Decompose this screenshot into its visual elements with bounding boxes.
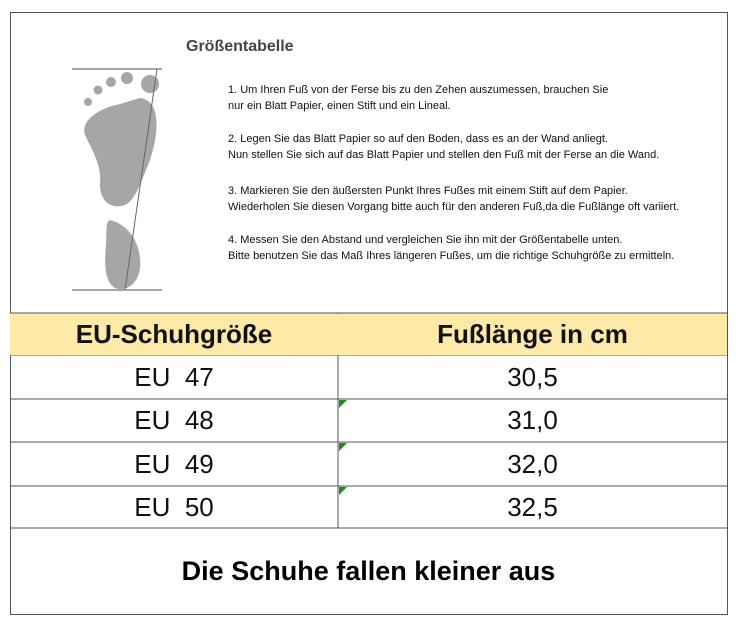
instruction-line: nur ein Blatt Papier, einen Stift und ei… bbox=[228, 100, 451, 112]
instruction-line: 1. Um Ihren Fuß von der Ferse bis zu den… bbox=[228, 84, 609, 96]
table-cell: EU 48 bbox=[134, 405, 214, 435]
instruction-line: Nun stellen Sie sich auf das Blatt Papie… bbox=[228, 149, 660, 161]
table-cell: EU 47 bbox=[134, 361, 214, 392]
table-cell: 31,0 bbox=[507, 405, 558, 435]
table-cell: EU 49 bbox=[134, 448, 214, 479]
instruction-line: 3. Markieren Sie den äußersten Punkt Ihr… bbox=[228, 185, 628, 197]
instruction-line: 2. Legen Sie das Blatt Papier so auf den… bbox=[228, 133, 608, 145]
title: Größentabelle bbox=[186, 38, 294, 55]
table-cell: EU 50 bbox=[134, 491, 214, 522]
table-cell: 30,5 bbox=[507, 361, 558, 392]
instruction-line: Wiederholen Sie diesen Vorgang bitte auc… bbox=[228, 201, 680, 213]
column-header: Fußlänge in cm bbox=[338, 314, 727, 355]
footer-note: Die Schuhe fallen kleiner aus bbox=[181, 556, 556, 586]
table-cell: 32,5 bbox=[507, 491, 558, 522]
instruction-line: 4. Messen Sie den Abstand und vergleiche… bbox=[228, 234, 623, 246]
column-header: EU-Schuhgröße bbox=[10, 314, 338, 355]
foot-illustration bbox=[72, 68, 162, 291]
table-cell: 32,0 bbox=[507, 448, 558, 479]
instruction-line: Bitte benutzen Sie das Maß Ihres längere… bbox=[228, 250, 675, 262]
